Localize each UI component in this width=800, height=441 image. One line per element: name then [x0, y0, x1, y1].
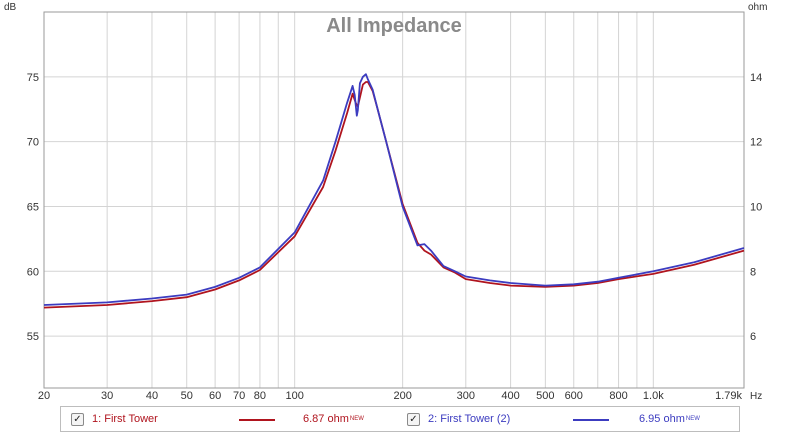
x-tick: 600 [565, 390, 583, 402]
y-tick-left: 70 [27, 137, 39, 149]
x-tick: 40 [146, 390, 158, 402]
y-tick-right: 14 [750, 72, 762, 84]
x-tick: 50 [181, 390, 193, 402]
y-tick-left: 55 [27, 331, 39, 343]
legend-value-1: 6.87 ohm NEW [303, 407, 364, 431]
x-tick: 20 [38, 390, 50, 402]
y-tick-left: 60 [27, 266, 39, 278]
legend-new-badge-2: NEW [685, 416, 700, 422]
series-line-2 [43, 73, 745, 306]
x-tick: 500 [536, 390, 554, 402]
plot-area [44, 12, 744, 388]
y-tick-right: 8 [750, 266, 756, 278]
legend-item-1[interactable]: ✓ 1: First Tower [71, 407, 158, 431]
x-tick: 60 [209, 390, 221, 402]
x-tick: 400 [501, 390, 519, 402]
legend-label-2: 2: First Tower (2) [428, 413, 511, 425]
y-tick-right: 12 [750, 137, 762, 149]
x-tick: 80 [254, 390, 266, 402]
right-axis-unit: ohm [748, 2, 767, 13]
y-tick-right: 10 [750, 201, 762, 213]
x-tick: 100 [285, 390, 303, 402]
x-tick: 200 [393, 390, 411, 402]
x-tick: 1.79k [715, 390, 742, 402]
plot-frame [43, 11, 745, 389]
y-tick-left: 65 [27, 201, 39, 213]
x-tick: 1.0k [643, 390, 664, 402]
legend-swatch-2 [573, 419, 609, 421]
x-axis-unit: Hz [750, 391, 762, 402]
legend-checkbox-1[interactable]: ✓ [71, 412, 84, 426]
legend-item-2[interactable]: ✓ 2: First Tower (2) [407, 407, 510, 431]
legend-value-text-1: 6.87 ohm [303, 413, 349, 425]
legend-new-badge-1: NEW [349, 416, 364, 422]
legend-value-text-2: 6.95 ohm [639, 413, 685, 425]
legend-checkbox-2[interactable]: ✓ [407, 412, 420, 426]
legend-swatch-1 [239, 419, 275, 421]
x-tick: 70 [233, 390, 245, 402]
x-tick: 30 [101, 390, 113, 402]
legend-bar: ✓ 1: First Tower 6.87 ohm NEW ✓ 2: First … [60, 406, 740, 432]
legend-label-1: 1: First Tower [92, 413, 158, 425]
legend-value-2: 6.95 ohm NEW [639, 407, 700, 431]
x-tick: 800 [609, 390, 627, 402]
left-axis-unit: dB [4, 2, 17, 13]
x-tick: 300 [457, 390, 475, 402]
y-tick-right: 6 [750, 331, 756, 343]
chart-title: All Impedance [326, 15, 462, 37]
y-tick-left: 75 [27, 72, 39, 84]
